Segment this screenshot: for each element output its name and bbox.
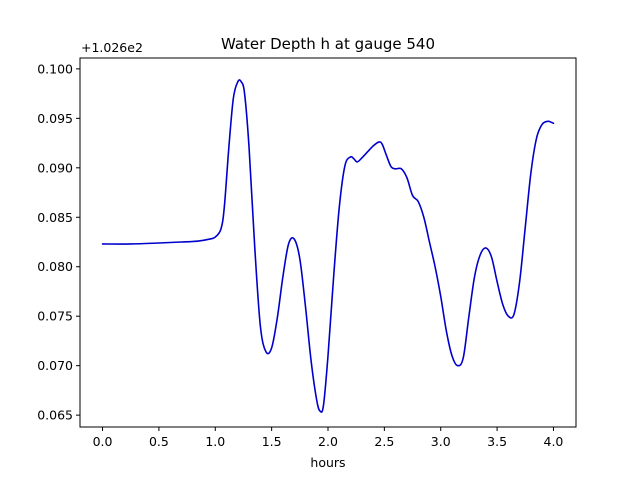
x-tick-label: 4.0 xyxy=(544,434,564,449)
y-tick-label: 0.075 xyxy=(37,309,73,324)
x-axis-label: hours xyxy=(310,455,345,470)
x-tick-label: 0.0 xyxy=(93,434,113,449)
y-tick-label: 0.100 xyxy=(37,61,73,76)
x-tick-label: 1.5 xyxy=(262,434,282,449)
plot-frame xyxy=(79,57,577,428)
y-tick-label: 0.090 xyxy=(37,160,73,175)
x-tick-label: 0.5 xyxy=(149,434,169,449)
chart-title: Water Depth h at gauge 540 xyxy=(221,35,435,53)
x-tick-label: 2.5 xyxy=(374,434,394,449)
y-tick-label: 0.095 xyxy=(37,111,73,126)
y-tick-label: 0.070 xyxy=(37,358,73,373)
x-tick-label: 1.0 xyxy=(205,434,225,449)
y-tick-label: 0.080 xyxy=(37,259,73,274)
x-tick-label: 2.0 xyxy=(318,434,338,449)
x-tick-label: 3.0 xyxy=(431,434,451,449)
x-axis-ticks: 0.0 0.5 1.0 1.5 2.0 2.5 3.0 3.5 4.0 xyxy=(93,427,564,449)
x-tick-label: 3.5 xyxy=(487,434,507,449)
y-axis-ticks: 0.065 0.070 0.075 0.080 0.085 0.090 0.095 0.100 xyxy=(37,61,80,423)
series-line xyxy=(101,79,555,413)
y-offset-label: +1.026e2 xyxy=(81,40,143,55)
y-tick-label: 0.065 xyxy=(37,408,73,423)
y-tick-label: 0.085 xyxy=(37,210,73,225)
